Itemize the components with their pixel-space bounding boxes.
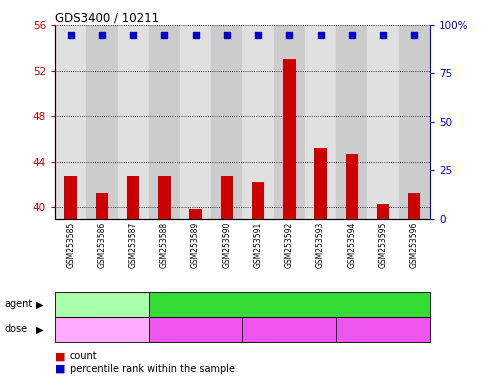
Text: dose: dose <box>5 324 28 334</box>
Text: 150 mg/kg: 150 mg/kg <box>170 324 222 334</box>
Bar <box>398 25 430 219</box>
Bar <box>55 25 86 219</box>
Bar <box>127 175 140 384</box>
Bar <box>189 209 202 384</box>
Text: saline: saline <box>87 299 116 310</box>
Bar <box>368 25 398 219</box>
Point <box>67 31 74 38</box>
Bar <box>274 25 305 219</box>
Point <box>348 31 355 38</box>
Point <box>411 31 418 38</box>
Text: ■: ■ <box>55 364 66 374</box>
Text: 300 mg/kg: 300 mg/kg <box>263 324 315 334</box>
Bar <box>149 25 180 219</box>
Bar <box>64 175 77 384</box>
Bar <box>252 182 264 384</box>
Bar <box>221 175 233 384</box>
Text: cephalosporin: cephalosporin <box>255 299 324 310</box>
Point <box>223 31 231 38</box>
Point <box>285 31 293 38</box>
Bar <box>283 59 296 384</box>
Point <box>98 31 106 38</box>
Point <box>129 31 137 38</box>
Bar <box>336 25 368 219</box>
Bar <box>180 25 211 219</box>
Text: control: control <box>85 324 119 334</box>
Text: ▶: ▶ <box>36 299 44 310</box>
Text: ■: ■ <box>55 351 66 361</box>
Bar <box>96 193 108 384</box>
Bar <box>86 25 117 219</box>
Bar <box>377 204 389 384</box>
Bar <box>345 154 358 384</box>
Text: ▶: ▶ <box>36 324 44 334</box>
Text: GDS3400 / 10211: GDS3400 / 10211 <box>55 12 159 25</box>
Text: agent: agent <box>5 299 33 310</box>
Bar <box>117 25 149 219</box>
Text: count: count <box>70 351 97 361</box>
Bar <box>242 25 274 219</box>
Point <box>379 31 387 38</box>
Point <box>160 31 168 38</box>
Point <box>254 31 262 38</box>
Text: percentile rank within the sample: percentile rank within the sample <box>70 364 235 374</box>
Bar <box>314 148 327 384</box>
Bar <box>408 193 421 384</box>
Text: 600 mg/kg: 600 mg/kg <box>357 324 409 334</box>
Bar <box>305 25 336 219</box>
Point <box>317 31 325 38</box>
Point <box>192 31 199 38</box>
Bar <box>158 175 170 384</box>
Bar <box>211 25 242 219</box>
